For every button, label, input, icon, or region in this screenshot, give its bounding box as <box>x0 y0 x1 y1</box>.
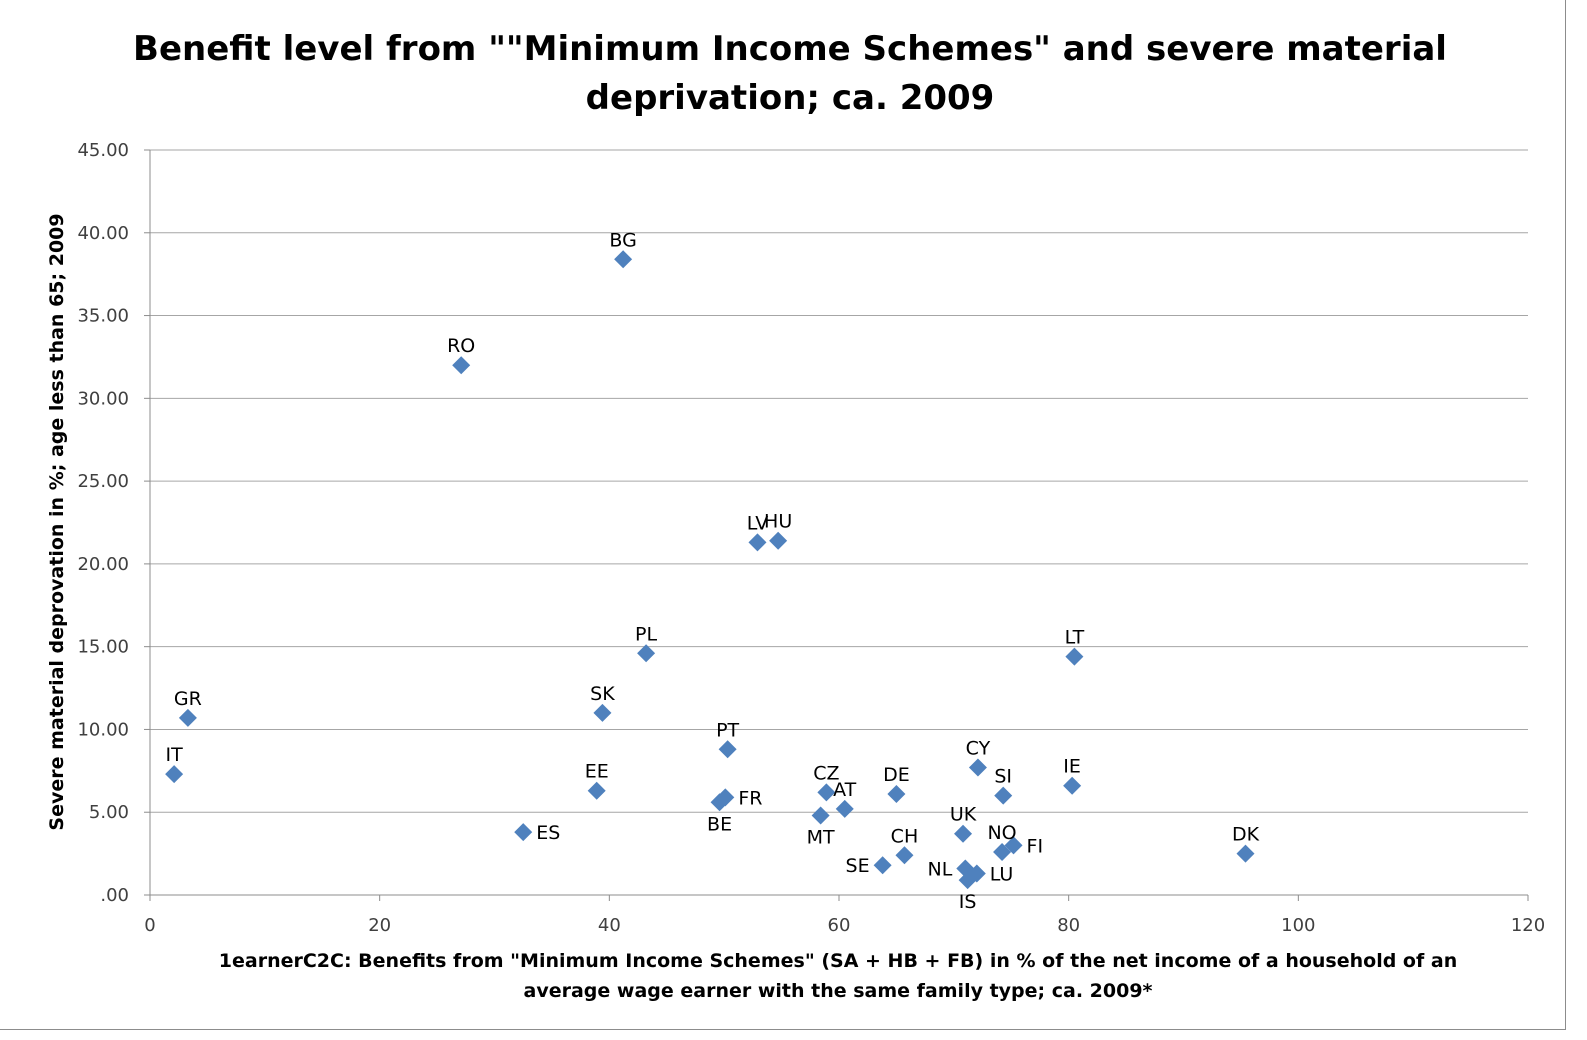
data-label-lv: LV <box>747 512 769 534</box>
data-point-cz <box>817 783 836 802</box>
x-tick-label: 20 <box>368 915 391 936</box>
chart-title-line-1: Benefit level from ""Minimum Income Sche… <box>133 29 1447 69</box>
x-tick-label: 80 <box>1057 915 1080 936</box>
data-point-mt <box>811 806 830 825</box>
data-label-ee: EE <box>585 761 609 783</box>
y-tick-label: 40.00 <box>77 223 129 244</box>
data-label-gr: GR <box>174 688 202 710</box>
data-label-si: SI <box>994 766 1012 788</box>
data-point-de <box>887 785 906 804</box>
data-point-pl <box>637 644 656 663</box>
data-label-cy: CY <box>966 738 991 760</box>
y-tick-label: 35.00 <box>77 306 129 327</box>
data-label-hu: HU <box>764 511 792 533</box>
data-label-is: IS <box>959 891 977 913</box>
data-label-sk: SK <box>590 683 615 705</box>
y-tick-label: 15.00 <box>77 637 129 658</box>
data-points <box>165 250 1255 890</box>
data-label-lt: LT <box>1065 627 1085 649</box>
data-label-no: NO <box>987 822 1016 844</box>
data-point-sk <box>593 703 612 722</box>
data-label-cz: CZ <box>813 762 839 784</box>
data-label-ie: IE <box>1063 756 1081 778</box>
data-label-it: IT <box>166 744 184 766</box>
y-axis-ticks: .00 5.00 10.00 15.00 20.00 25.00 30.00 35.00 40.… <box>77 140 150 906</box>
x-tick-label: 40 <box>598 915 621 936</box>
x-tick-label: 60 <box>828 915 851 936</box>
data-point-ch <box>895 846 914 865</box>
y-axis-title: Severe material deprovation in %; age le… <box>46 213 68 830</box>
chart-title-line-2: deprivation; ca. 2009 <box>586 78 995 118</box>
data-label-ch: CH <box>891 825 919 847</box>
scatter-chart: Benefit level from ""Minimum Income Sche… <box>46 29 1545 1002</box>
y-tick-label: 5.00 <box>89 802 129 823</box>
y-tick-label: 45.00 <box>77 140 129 161</box>
data-label-mt: MT <box>807 827 835 849</box>
data-point-gr <box>178 708 197 727</box>
data-label-nl: NL <box>928 859 953 881</box>
x-tick-label: 100 <box>1281 915 1315 936</box>
data-label-fr: FR <box>738 787 762 809</box>
data-point-pt <box>718 740 737 759</box>
y-tick-label: .00 <box>100 885 129 906</box>
data-label-es: ES <box>536 822 560 844</box>
data-label-be: BE <box>707 813 732 835</box>
data-point-cy <box>968 758 987 777</box>
data-point-lv <box>748 533 767 552</box>
data-label-de: DE <box>883 764 910 786</box>
data-point-be <box>710 793 729 812</box>
chart-frame <box>0 0 1566 1030</box>
data-point-at <box>835 799 854 818</box>
data-label-uk: UK <box>950 804 977 826</box>
x-axis-title-line-2: average wage earner with the same family… <box>524 980 1153 1002</box>
data-label-pt: PT <box>716 719 739 741</box>
data-point-no <box>993 842 1012 861</box>
data-point-ie <box>1063 776 1082 795</box>
data-label-bg: BG <box>609 229 636 251</box>
data-label-ro: RO <box>447 335 475 357</box>
gridlines <box>150 149 1528 813</box>
data-label-lu: LU <box>990 863 1014 885</box>
data-point-fi <box>1004 836 1023 855</box>
data-point-dk <box>1236 844 1255 863</box>
data-point-hu <box>769 531 788 550</box>
data-point-it <box>165 765 184 784</box>
data-label-se: SE <box>846 855 870 877</box>
data-label-fi: FI <box>1027 835 1044 857</box>
x-axis-title-line-1: 1earnerC2C: Benefits from "Minimum Incom… <box>219 950 1457 972</box>
data-point-si <box>994 786 1013 805</box>
data-label-at: AT <box>833 779 857 801</box>
data-label-dk: DK <box>1232 824 1260 846</box>
x-tick-label: 120 <box>1511 915 1545 936</box>
y-tick-label: 30.00 <box>77 388 129 409</box>
y-tick-label: 10.00 <box>77 719 129 740</box>
data-point-is <box>958 871 977 890</box>
data-point-ee <box>587 781 606 800</box>
data-point-es <box>514 823 533 842</box>
data-point-uk <box>954 824 973 843</box>
y-tick-label: 20.00 <box>77 554 129 575</box>
x-axis-ticks: 0 20 40 60 80 100 120 <box>144 895 1545 936</box>
data-point-lt <box>1065 647 1084 666</box>
y-tick-label: 25.00 <box>77 471 129 492</box>
data-point-ro <box>452 356 471 375</box>
data-point-bg <box>614 250 633 269</box>
data-point-se <box>873 856 892 875</box>
data-label-pl: PL <box>635 623 657 645</box>
x-tick-label: 0 <box>144 915 155 936</box>
